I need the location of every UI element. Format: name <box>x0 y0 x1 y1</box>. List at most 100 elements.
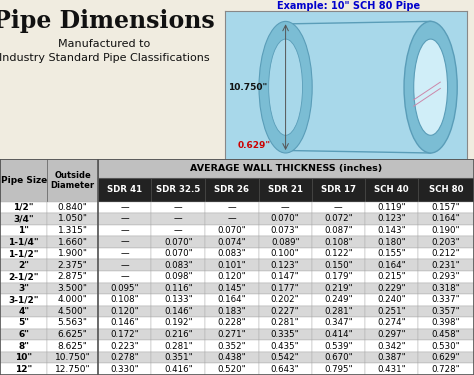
Text: 0.293": 0.293" <box>432 272 460 281</box>
Text: 8": 8" <box>18 342 29 351</box>
Text: 0.164": 0.164" <box>218 296 246 304</box>
Bar <box>418 317 474 329</box>
Text: AVERAGE WALL THICKNESS (inches): AVERAGE WALL THICKNESS (inches) <box>190 164 382 173</box>
Bar <box>205 294 259 306</box>
Bar <box>98 178 151 202</box>
Bar <box>151 202 205 213</box>
Text: 0.108": 0.108" <box>110 296 139 304</box>
Bar <box>259 363 312 375</box>
Bar <box>47 159 98 202</box>
Bar <box>365 271 418 282</box>
Text: —: — <box>120 238 129 247</box>
Bar <box>259 282 312 294</box>
Text: 2.875": 2.875" <box>58 272 88 281</box>
Text: 6.625": 6.625" <box>58 330 88 339</box>
Bar <box>0 213 47 225</box>
Bar <box>312 282 365 294</box>
Text: 0.070": 0.070" <box>164 249 192 258</box>
Bar <box>205 260 259 271</box>
Bar <box>98 340 151 352</box>
Text: SDR 21: SDR 21 <box>268 186 303 195</box>
Bar <box>365 236 418 248</box>
Bar <box>205 317 259 329</box>
Bar <box>0 340 47 352</box>
Text: 0.179": 0.179" <box>324 272 353 281</box>
Bar <box>312 352 365 363</box>
Bar <box>151 236 205 248</box>
Bar <box>259 225 312 236</box>
Text: 0.073": 0.073" <box>271 226 300 235</box>
Bar <box>365 294 418 306</box>
Bar <box>205 213 259 225</box>
Text: 0.281": 0.281" <box>324 307 353 316</box>
Text: 0.227": 0.227" <box>271 307 300 316</box>
Bar <box>151 248 205 259</box>
Bar <box>205 282 259 294</box>
Bar <box>47 225 98 236</box>
Text: 0.083": 0.083" <box>164 261 192 270</box>
Text: 1.660": 1.660" <box>58 238 88 247</box>
Bar <box>0 317 47 329</box>
Text: 0.089": 0.089" <box>271 238 300 247</box>
Bar <box>205 352 259 363</box>
Ellipse shape <box>414 39 447 135</box>
Bar <box>98 236 151 248</box>
Bar <box>0 225 47 236</box>
Bar <box>98 271 151 282</box>
Bar <box>98 282 151 294</box>
Bar <box>312 248 365 259</box>
Text: 0.070": 0.070" <box>271 214 300 223</box>
Bar <box>205 202 259 213</box>
Bar <box>151 271 205 282</box>
Ellipse shape <box>269 39 302 135</box>
Bar <box>418 225 474 236</box>
Bar <box>0 202 47 213</box>
Bar <box>365 317 418 329</box>
Text: —: — <box>228 203 237 212</box>
Bar <box>0 282 47 294</box>
Bar <box>47 352 98 363</box>
Text: 0.212": 0.212" <box>432 249 460 258</box>
Text: 0.431": 0.431" <box>377 365 406 374</box>
Bar <box>47 236 98 248</box>
Text: 0.203": 0.203" <box>432 238 460 247</box>
Text: 10": 10" <box>15 353 32 362</box>
Bar <box>151 306 205 317</box>
Text: 0.629": 0.629" <box>237 141 270 150</box>
Text: 2.375": 2.375" <box>58 261 88 270</box>
Text: —: — <box>120 203 129 212</box>
Bar <box>418 352 474 363</box>
Text: 0.098": 0.098" <box>164 272 192 281</box>
Bar <box>151 329 205 340</box>
Bar <box>259 248 312 259</box>
Text: 0.190": 0.190" <box>432 226 460 235</box>
Bar <box>47 340 98 352</box>
Text: SDR 17: SDR 17 <box>321 186 356 195</box>
Bar <box>151 225 205 236</box>
Bar <box>259 260 312 271</box>
Bar <box>98 306 151 317</box>
Text: 12.750": 12.750" <box>55 365 91 374</box>
Text: SCH 40: SCH 40 <box>374 186 409 195</box>
Text: 1.900": 1.900" <box>58 249 88 258</box>
Bar <box>365 260 418 271</box>
Text: —: — <box>281 203 290 212</box>
Bar <box>312 213 365 225</box>
Text: 3-1/2": 3-1/2" <box>9 296 39 304</box>
Bar <box>259 352 312 363</box>
Bar <box>98 329 151 340</box>
Text: Outside
Diameter: Outside Diameter <box>51 171 95 190</box>
Bar <box>365 363 418 375</box>
Bar <box>365 352 418 363</box>
Bar <box>47 271 98 282</box>
Bar <box>365 178 418 202</box>
Text: 0.330": 0.330" <box>110 365 139 374</box>
Bar <box>418 340 474 352</box>
Text: 0.240": 0.240" <box>377 296 406 304</box>
Text: —: — <box>120 272 129 281</box>
Bar <box>151 352 205 363</box>
Bar <box>365 340 418 352</box>
Bar <box>47 306 98 317</box>
Text: 4.500": 4.500" <box>58 307 88 316</box>
Bar <box>151 282 205 294</box>
